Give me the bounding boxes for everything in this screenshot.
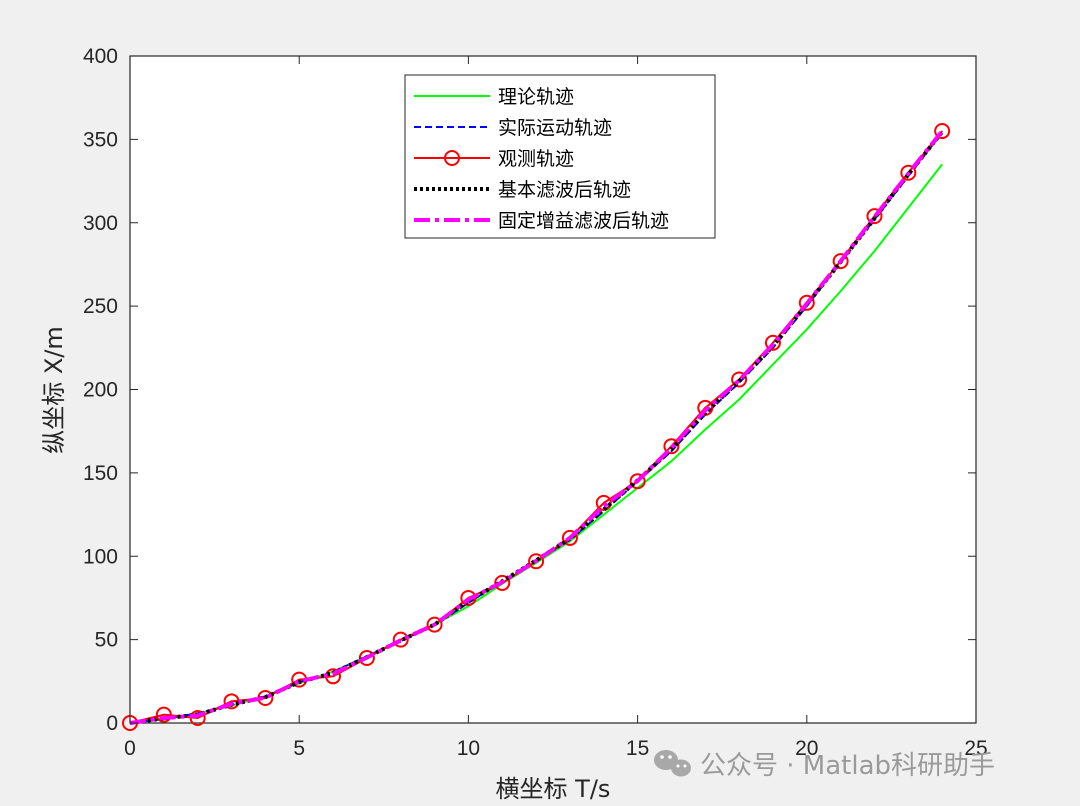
y-tick-label: 200	[83, 379, 118, 402]
watermark: 公众号 · Matlab科研助手	[654, 750, 995, 781]
y-tick-label: 250	[83, 295, 118, 318]
x-tick-label: 15	[626, 737, 649, 760]
y-tick-label: 350	[83, 128, 118, 151]
data-point	[629, 473, 646, 490]
y-axis-label: 纵坐标 X/m	[40, 326, 68, 454]
legend-marker	[444, 150, 460, 166]
watermark-text: 公众号 · Matlab科研助手	[700, 751, 995, 781]
x-tick-label: 25	[964, 737, 987, 760]
data-point	[155, 706, 172, 723]
data-point	[866, 208, 883, 225]
data-point	[764, 334, 781, 351]
legend-entry-label: 基本滤波后轨迹	[498, 179, 631, 201]
data-point	[731, 371, 748, 388]
series-4	[129, 129, 944, 725]
data-point	[426, 616, 443, 633]
data-point	[595, 494, 612, 511]
x-tick-label: 10	[457, 737, 480, 760]
y-tick-label: 50	[95, 629, 118, 652]
y-tick-label: 100	[83, 545, 118, 568]
series-line	[129, 129, 944, 725]
series-layer	[122, 123, 951, 731]
legend-box	[404, 74, 716, 239]
data-point	[832, 253, 849, 270]
x-tick-label: 0	[124, 737, 136, 760]
data-point	[663, 438, 680, 455]
x-tick-label: 20	[795, 737, 818, 760]
legend-entry-label: 固定增益滤波后轨迹	[498, 210, 669, 232]
data-point	[528, 553, 545, 570]
data-point	[494, 574, 511, 591]
x-tick-label: 5	[293, 737, 305, 760]
x-axis-label: 横坐标 T/s	[496, 775, 611, 803]
data-point	[798, 294, 815, 311]
legend-entry-label: 观测轨迹	[498, 148, 574, 170]
y-tick-label: 150	[83, 462, 118, 485]
y-tick-label: 300	[83, 212, 118, 235]
data-point	[934, 123, 951, 140]
legend-entry-label: 理论轨迹	[498, 86, 574, 108]
data-point	[900, 164, 917, 181]
data-point	[358, 649, 375, 666]
data-point	[392, 631, 409, 648]
wechat-icon	[654, 750, 691, 777]
legend-entry-label: 实际运动轨迹	[498, 117, 612, 139]
y-tick-label: 0	[106, 712, 118, 735]
data-point	[561, 529, 578, 546]
y-tick-label: 400	[83, 45, 118, 68]
